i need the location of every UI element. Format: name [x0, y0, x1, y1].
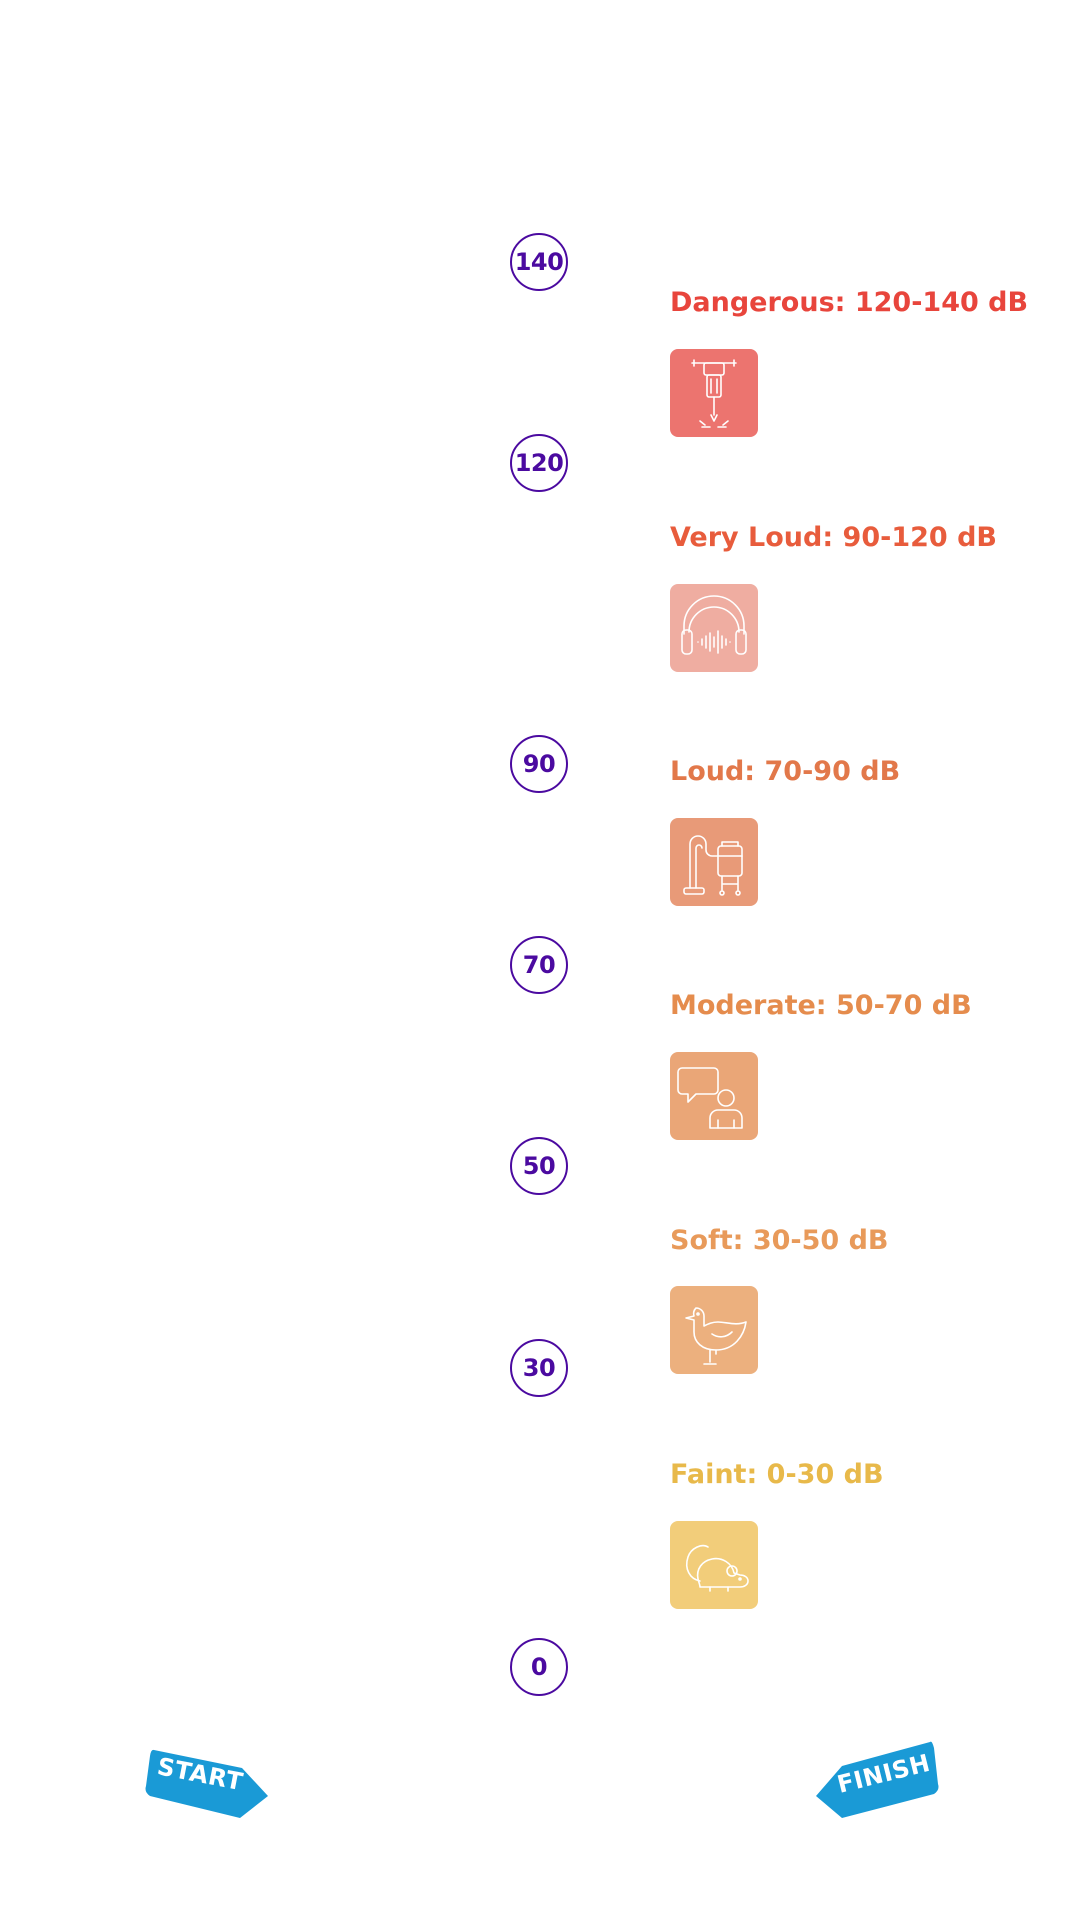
- db-marker-120: 120: [510, 434, 568, 492]
- finish-tag-shape: [816, 1741, 939, 1818]
- bird-icon: [670, 1286, 758, 1374]
- level-title-soft: Soft: 30-50 dB: [670, 1225, 889, 1256]
- level-title-faint: Faint: 0-30 dB: [670, 1459, 884, 1490]
- finish-button[interactable]: FINISH: [810, 1734, 940, 1818]
- jackhammer-icon: [670, 349, 758, 437]
- conversation-icon: [670, 1052, 758, 1140]
- level-title-dangerous: Dangerous: 120-140 dB: [670, 287, 1029, 318]
- start-tag-shape: [145, 1749, 268, 1818]
- headphones-icon: [670, 584, 758, 672]
- db-marker-70: 70: [510, 936, 568, 994]
- db-marker-0: 0: [510, 1638, 568, 1696]
- level-title-loud: Loud: 70-90 dB: [670, 756, 901, 787]
- start-button[interactable]: START: [144, 1734, 274, 1818]
- db-marker-50: 50: [510, 1137, 568, 1195]
- mouse-icon: [670, 1521, 758, 1609]
- vacuum-cleaner-icon: [670, 818, 758, 906]
- db-marker-90: 90: [510, 735, 568, 793]
- level-title-moderate: Moderate: 50-70 dB: [670, 990, 972, 1021]
- level-title-very-loud: Very Loud: 90-120 dB: [670, 522, 997, 553]
- db-marker-140: 140: [510, 233, 568, 291]
- db-marker-30: 30: [510, 1339, 568, 1397]
